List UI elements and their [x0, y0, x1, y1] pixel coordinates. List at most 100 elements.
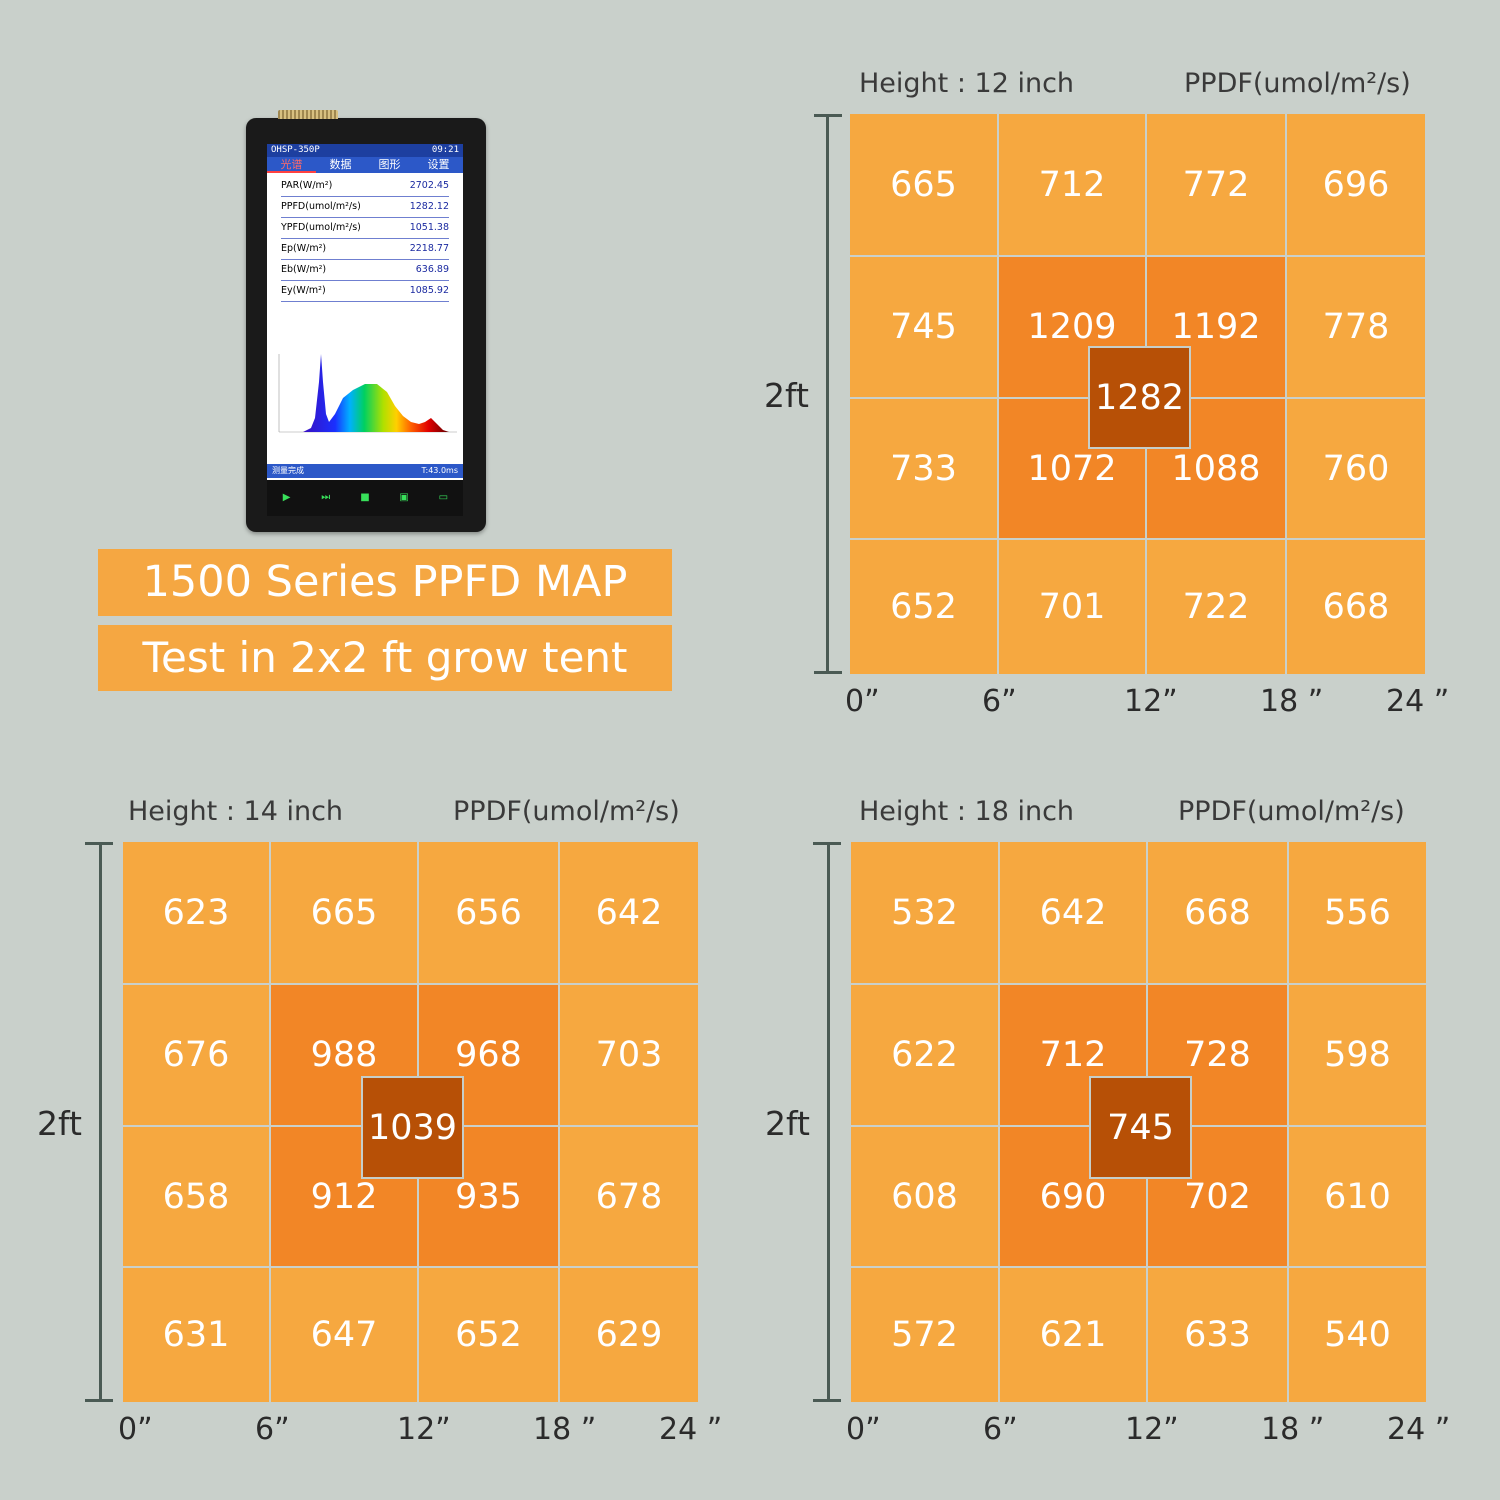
reading-label: Ey(W/m²) [281, 285, 326, 296]
save-icon[interactable]: ▣ [399, 492, 409, 503]
grid-cell: 703 [560, 985, 698, 1125]
reading-row: Ey(W/m²) 1085.92 [281, 282, 449, 302]
grid-cell: 658 [123, 1127, 269, 1266]
height-scale-cap [85, 1399, 113, 1402]
measure-status: 测量完成 [272, 466, 304, 475]
grid-cell: 642 [560, 842, 698, 983]
reading-value: 1282.12 [409, 201, 449, 212]
height-scale-line [827, 842, 830, 1402]
x-tick-label: 0” [118, 1412, 153, 1447]
center-peak-cell: 1039 [361, 1076, 464, 1179]
center-peak-cell: 1282 [1088, 346, 1191, 449]
height-scale-cap [85, 842, 113, 845]
tab-graph[interactable]: 图形 [378, 158, 401, 171]
tab-spectrum[interactable]: 光谱 [267, 157, 316, 173]
title-banner: 1500 Series PPFD MAP [98, 549, 672, 616]
grid-cell: 647 [271, 1268, 417, 1402]
reading-label: Ep(W/m²) [281, 243, 327, 254]
reading-label: YPFD(umol/m²/s) [281, 222, 361, 233]
grid-cell: 652 [850, 540, 997, 674]
grid-cell: 668 [1287, 540, 1425, 674]
grid-cell: 733 [850, 399, 997, 538]
reading-value: 1085.92 [409, 285, 449, 296]
measure-time: T:43.0ms [421, 466, 458, 475]
grid-cell: 668 [1148, 842, 1287, 983]
reading-label: PPFD(umol/m²/s) [281, 201, 361, 212]
x-tick-label: 6” [255, 1412, 290, 1447]
device-model: OHSP-350P [271, 145, 320, 155]
tab-settings[interactable]: 设置 [427, 158, 450, 171]
open-icon[interactable]: ▭ [438, 492, 449, 503]
reading-value: 2702.45 [409, 180, 449, 191]
height-scale-line [826, 114, 829, 674]
map-height-label: Height : 14 inch [128, 796, 344, 827]
x-tick-label: 0” [846, 1412, 881, 1447]
grid-cell: 778 [1287, 257, 1425, 397]
grid-cell: 532 [851, 842, 998, 983]
grid-cell: 608 [851, 1127, 998, 1266]
grid-cell: 610 [1289, 1127, 1426, 1266]
grid-cell: 701 [999, 540, 1145, 674]
reading-value: 2218.77 [409, 243, 449, 254]
tab-data[interactable]: 数据 [329, 158, 352, 171]
x-tick-label: 0” [845, 684, 880, 719]
reading-row: PAR(W/m²) 2702.45 [281, 177, 449, 197]
reading-row: Ep(W/m²) 2218.77 [281, 240, 449, 260]
screen-tabs: 光谱 数据 图形 设置 [267, 157, 463, 173]
device-time: 09:21 [431, 145, 459, 155]
x-tick-label: 18 ” [1260, 684, 1324, 719]
ppfd-grid: 665 712 772 696 745 1209 1192 778 733 10… [850, 114, 1425, 674]
step-icon[interactable]: ⏭ [321, 492, 331, 503]
grid-cell: 676 [123, 985, 269, 1125]
grid-cell: 556 [1289, 842, 1426, 983]
device-screen: OHSP-350P 09:21 光谱 数据 图形 设置 PAR(W/m²) 270… [267, 144, 463, 516]
center-peak-cell: 745 [1089, 1076, 1192, 1179]
grid-cell: 540 [1289, 1268, 1426, 1402]
grid-cell: 572 [851, 1268, 998, 1402]
screen-status-bar: OHSP-350P 09:21 [267, 144, 463, 157]
ppfd-grid: 532 642 668 556 622 712 728 598 608 690 … [851, 842, 1426, 1402]
screen-footer: 测量完成 T:43.0ms [267, 464, 463, 478]
grid-cell: 623 [123, 842, 269, 983]
grid-cell: 598 [1289, 985, 1426, 1125]
side-length-label: 2ft [764, 376, 809, 415]
side-length-label: 2ft [37, 1104, 82, 1143]
side-length-label: 2ft [765, 1104, 810, 1143]
device-knob [278, 110, 338, 119]
x-tick-label: 24 ” [1386, 684, 1450, 719]
grid-cell: 665 [271, 842, 417, 983]
x-tick-label: 18 ” [533, 1412, 597, 1447]
stop-icon[interactable]: ■ [360, 492, 370, 503]
reading-label: PAR(W/m²) [281, 180, 333, 191]
reading-value: 1051.38 [409, 222, 449, 233]
height-scale-cap [813, 1399, 841, 1402]
grid-cell: 722 [1147, 540, 1285, 674]
x-tick-label: 24 ” [1387, 1412, 1451, 1447]
map-height-label: Height : 18 inch [859, 796, 1075, 827]
height-scale-line [99, 842, 102, 1402]
spectrum-graph [278, 354, 457, 433]
grid-cell: 712 [999, 114, 1145, 255]
height-scale-cap [813, 842, 841, 845]
x-tick-label: 18 ” [1261, 1412, 1325, 1447]
play-icon[interactable]: ▶ [282, 492, 291, 503]
screen-buttons: ▶ ⏭ ■ ▣ ▭ [267, 480, 463, 516]
map-unit-label: PPDF(umol/m²/s) [1178, 796, 1405, 827]
light-meter-device: OHSP-350P 09:21 光谱 数据 图形 设置 PAR(W/m²) 270… [246, 110, 486, 532]
grid-cell: 642 [1000, 842, 1146, 983]
reading-row: YPFD(umol/m²/s) 1051.38 [281, 219, 449, 239]
map-unit-label: PPDF(umol/m²/s) [453, 796, 680, 827]
height-scale-cap [814, 114, 842, 117]
x-tick-label: 12” [1124, 684, 1178, 719]
grid-cell: 665 [850, 114, 997, 255]
grid-cell: 772 [1147, 114, 1285, 255]
grid-cell: 622 [851, 985, 998, 1125]
grid-cell: 760 [1287, 399, 1425, 538]
reading-label: Eb(W/m²) [281, 264, 327, 275]
x-tick-label: 6” [982, 684, 1017, 719]
grid-cell: 621 [1000, 1268, 1146, 1402]
grid-cell: 678 [560, 1127, 698, 1266]
map-height-label: Height : 12 inch [859, 68, 1075, 99]
grid-cell: 656 [419, 842, 558, 983]
grid-cell: 629 [560, 1268, 698, 1402]
